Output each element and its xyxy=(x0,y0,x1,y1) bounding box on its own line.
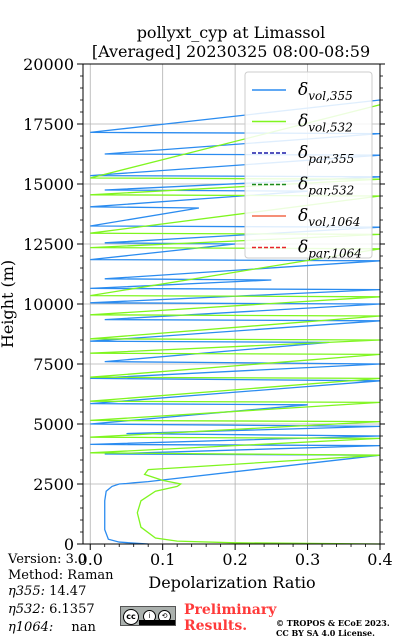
series-lines xyxy=(90,99,381,545)
preliminary-line2: Results. xyxy=(184,618,248,634)
share-alike-icon: ⟲ xyxy=(158,610,171,623)
legend-label: δvol,1064 xyxy=(298,206,360,229)
eta355-text: η355: 14.47 xyxy=(8,584,86,599)
x-axis-label: Depolarization Ratio xyxy=(148,573,315,592)
preliminary-results-text: Preliminary Results. xyxy=(184,602,276,634)
preliminary-line1: Preliminary xyxy=(184,602,277,618)
legend-label: δpar,1064 xyxy=(298,238,362,261)
x-tick-label: 0.1 xyxy=(150,550,175,569)
series-line-vol-532 xyxy=(90,104,381,545)
chart-subtitle: [Averaged] 20230325 08:00-08:59 xyxy=(92,42,370,61)
x-tick-label: 0.0 xyxy=(78,550,103,569)
eta1064-label: η1064: xyxy=(8,620,54,635)
copyright-line2: CC BY SA 4.0 License. xyxy=(276,628,375,638)
y-tick-label: 12500 xyxy=(23,235,74,254)
y-tick-label: 5000 xyxy=(33,415,74,434)
legend: δvol,355 δvol,532 δpar,355 δpar,532 δvol,106… xyxy=(244,71,373,261)
eta355-value: 14.47 xyxy=(49,584,87,599)
copyright-text: © TROPOS & ECoE 2023. CC BY SA 4.0 Licen… xyxy=(276,618,390,638)
copyright-line1: © TROPOS & ECoE 2023. xyxy=(276,618,390,628)
eta532-text: η532: 6.1357 xyxy=(8,602,95,617)
y-tick-label: 15000 xyxy=(23,175,74,194)
legend-label: δvol,532 xyxy=(298,112,353,135)
eta1064-value: nan xyxy=(71,620,96,635)
y-tick-label: 0 xyxy=(64,535,74,554)
axis-ticks: 0.0 0.1 0.2 0.3 0.4 0 2500 5000 7500 10000 12500 15… xyxy=(23,55,393,569)
eta355-label: η355: xyxy=(8,584,45,599)
legend-label: δvol,355 xyxy=(298,80,353,103)
x-tick-label: 0.3 xyxy=(295,550,320,569)
legend-label: δpar,532 xyxy=(298,175,354,198)
y-tick-label: 7500 xyxy=(33,355,74,374)
license-badge-bar xyxy=(139,620,175,625)
y-tick-label: 10000 xyxy=(23,295,74,314)
legend-label: δpar,355 xyxy=(298,143,354,166)
eta532-value: 6.1357 xyxy=(49,602,95,617)
eta1064-text: η1064: nan xyxy=(8,620,96,635)
chart-title: pollyxt_cyp at Limassol xyxy=(137,23,326,42)
y-tick-label: 2500 xyxy=(33,475,74,494)
y-tick-label: 17500 xyxy=(23,115,74,134)
eta532-label: η532: xyxy=(8,602,45,617)
x-tick-label: 0.4 xyxy=(367,550,392,569)
y-tick-label: 20000 xyxy=(23,55,74,74)
version-text: Version: 3.0 xyxy=(8,552,87,567)
y-axis-label: Height (m) xyxy=(0,260,17,348)
legend-box xyxy=(244,71,373,259)
x-tick-label: 0.2 xyxy=(222,550,247,569)
method-text: Method: Raman xyxy=(8,568,114,583)
cc-license-badge: cc i ⟲ xyxy=(120,606,176,626)
cc-icon: cc xyxy=(123,609,139,625)
